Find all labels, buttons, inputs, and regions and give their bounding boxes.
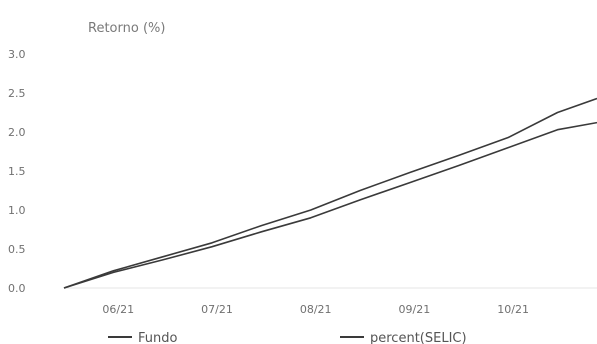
y-tick-label: 2.5: [8, 87, 26, 100]
y-tick-label: 0.0: [8, 282, 26, 295]
x-tick-labels: 06/21 07/21 08/21 09/21 10/21: [102, 303, 529, 316]
x-tick-label: 10/21: [497, 303, 529, 316]
series-lines: [63, 97, 597, 289]
legend: Fundo percent(SELIC): [108, 331, 467, 344]
y-tick-label: 1.5: [8, 165, 26, 178]
y-tick-label: 3.0: [8, 48, 26, 61]
y-tick-labels: 0.0 0.5 1.0 1.5 2.0 2.5 3.0: [8, 48, 26, 295]
legend-label: Fundo: [138, 331, 177, 344]
x-tick-label: 08/21: [300, 303, 332, 316]
x-tick-label: 09/21: [399, 303, 431, 316]
y-tick-label: 2.0: [8, 126, 26, 139]
x-tick-label: 07/21: [201, 303, 233, 316]
y-tick-label: 0.5: [8, 243, 26, 256]
y-axis-title: Retorno (%): [88, 21, 165, 36]
x-tick-label: 06/21: [102, 303, 134, 316]
series-line-1: [63, 121, 597, 289]
series-line-2: [63, 97, 597, 289]
y-tick-label: 1.0: [8, 204, 26, 217]
legend-label: percent(SELIC): [370, 331, 467, 344]
